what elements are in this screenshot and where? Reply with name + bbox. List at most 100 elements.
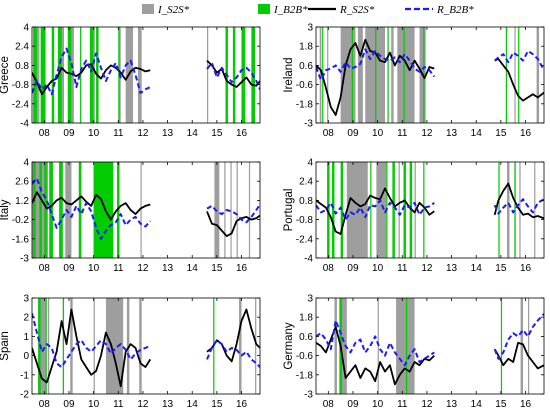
y-tick-label: 3 (307, 23, 313, 34)
legend: I_S2S* I_B2B* R_S2S* R_B2B* (142, 4, 474, 16)
b2b-band (89, 27, 94, 123)
b2b-band (80, 27, 82, 123)
s2s-band (93, 298, 95, 394)
y-tick-label: -1 (20, 370, 29, 381)
b2b-band (332, 162, 335, 258)
x-tick-label: 10 (372, 128, 384, 139)
b2b-band (59, 162, 63, 258)
x-tick-label: 11 (397, 263, 408, 274)
series-line-s2s (316, 325, 544, 386)
x-tick-label: 16 (520, 399, 532, 410)
b2b-band (500, 298, 503, 394)
s2s-band (327, 27, 329, 123)
plot-area (316, 298, 544, 394)
x-tick-label: 14 (471, 399, 483, 410)
y-tick-label: 4 (23, 158, 29, 169)
b2b-band (387, 27, 389, 123)
x-tick-label: 11 (113, 263, 124, 274)
s2s-band (520, 298, 524, 394)
series-line-s2s (32, 191, 260, 237)
y-tick-label: -3 (20, 254, 29, 265)
y-tick-label: 4 (23, 23, 29, 34)
y-axis-label: Portugal (283, 189, 295, 232)
y-tick-label: -2 (20, 390, 29, 401)
b2b-band (370, 162, 372, 258)
x-tick-label: 08 (323, 263, 335, 274)
y-tick-label: -1.8 (296, 99, 314, 110)
b2b-band (78, 162, 82, 258)
x-tick-label: 08 (323, 399, 335, 410)
x-tick-label: 10 (88, 399, 100, 410)
s2s-band (334, 298, 337, 394)
s2s-band (357, 27, 363, 123)
panel-portugal: 08 09 10 11 12 13 14 15 16 -4 -2.4 -0.8 0.8 2.4 4 Portu… (283, 158, 545, 274)
y-tick-label: 0.8 (299, 196, 313, 207)
y-tick-label: -2.4 (12, 99, 30, 110)
y-tick-label: 2 (23, 313, 29, 324)
x-tick-label: 09 (63, 399, 75, 410)
x-tick-label: 14 (187, 128, 199, 139)
y-tick-label: -0.8 (12, 80, 30, 91)
y-tick-label: 0.6 (299, 61, 313, 72)
y-tick-label: 2.6 (15, 177, 29, 188)
series-line-s2s (32, 59, 260, 96)
x-tick-label: 08 (39, 128, 51, 139)
series-line-b2b (32, 177, 260, 240)
s2s-band (140, 162, 142, 258)
x-tick-label: 12 (137, 128, 149, 139)
x-tick-label: 12 (421, 263, 433, 274)
b2b-band (405, 298, 408, 394)
y-axis-label: Ireland (283, 57, 295, 92)
s2s-band (527, 298, 530, 394)
b2b-band (351, 27, 353, 123)
y-tick-label: -2.4 (296, 234, 314, 245)
series-line-b2b (316, 313, 544, 367)
y-tick-label: -3 (304, 119, 313, 130)
x-tick-label: 12 (137, 263, 149, 274)
y-tick-label: 2.4 (299, 177, 313, 188)
s2s-band (248, 162, 251, 258)
s2s-band (340, 27, 356, 123)
panel-greece: 08 09 10 11 12 13 14 15 16 -4 -2.4 -0.8 0.8 2.4 4 Greec… (0, 23, 261, 139)
y-tick-label: 3 (307, 294, 313, 305)
panel-ireland: 08 09 10 11 12 13 14 15 16 -3 -1.8 -0.6 0.6 1.8 3 Irela… (283, 23, 545, 139)
s2s-band (536, 27, 540, 123)
y-tick-label: 1.8 (299, 42, 313, 53)
x-tick-label: 10 (372, 263, 384, 274)
y-tick-label: 1 (23, 332, 29, 343)
x-tick-label: 12 (421, 399, 433, 410)
b2b-band (241, 27, 246, 123)
s2s-band (93, 27, 95, 123)
x-tick-label: 12 (137, 399, 149, 410)
x-tick-label: 09 (347, 128, 359, 139)
x-tick-label: 12 (421, 128, 433, 139)
x-tick-label: 08 (39, 263, 51, 274)
series-line-b2b (316, 48, 544, 81)
x-tick-label: 09 (63, 128, 75, 139)
b2b-band (423, 162, 425, 258)
x-tick-label: 16 (236, 263, 248, 274)
x-tick-label: 15 (211, 263, 223, 274)
b2b-band (117, 162, 120, 258)
b2b-band (505, 27, 508, 123)
x-tick-label: 13 (162, 263, 174, 274)
s2s-band (319, 27, 322, 123)
x-tick-label: 08 (39, 399, 51, 410)
b2b-band (518, 27, 520, 123)
b2b-band (93, 162, 114, 258)
b2b-band (403, 27, 405, 123)
s2s-band (137, 27, 142, 123)
s2s-band (398, 162, 400, 258)
axes-frame (31, 26, 261, 124)
b2b-band (51, 27, 55, 123)
s2s-band (514, 27, 516, 123)
y-tick-label: 3 (23, 294, 29, 305)
legend-label-3: R_B2B* (436, 4, 474, 16)
y-axis-label: Spain (0, 331, 11, 360)
x-tick-label: 14 (187, 263, 199, 274)
s2s-band (339, 298, 347, 394)
x-tick-label: 16 (236, 399, 248, 410)
s2s-band (239, 298, 242, 394)
s2s-band (38, 298, 46, 394)
